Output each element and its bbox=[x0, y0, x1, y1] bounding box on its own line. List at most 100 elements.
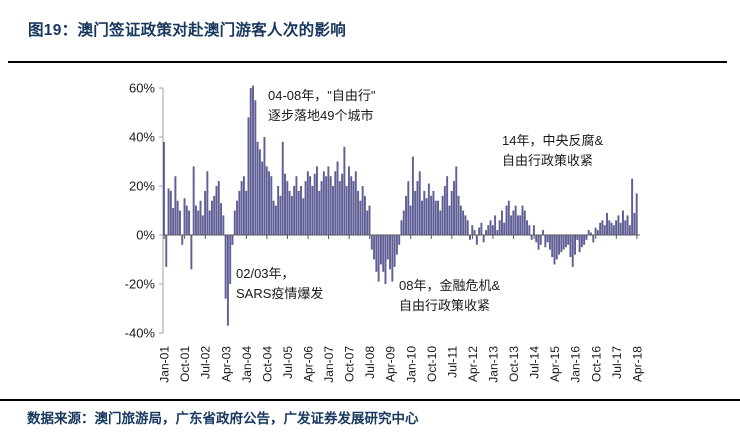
bar bbox=[185, 205, 188, 235]
annotation-crisis08: 08年，金融危机& 自由行政策收紧 bbox=[399, 276, 500, 316]
bar bbox=[293, 186, 296, 235]
bar bbox=[215, 186, 218, 235]
y-tick-label: 20% bbox=[129, 179, 155, 194]
bar bbox=[583, 235, 586, 245]
bar bbox=[357, 190, 360, 235]
bar bbox=[491, 225, 494, 235]
bar bbox=[564, 235, 567, 248]
bar bbox=[297, 190, 300, 235]
bar bbox=[352, 181, 355, 235]
bar bbox=[343, 146, 346, 235]
x-tick-label: Jul-08 bbox=[363, 346, 377, 379]
bar bbox=[336, 161, 339, 235]
bar bbox=[585, 235, 588, 240]
bar bbox=[526, 220, 529, 235]
bar bbox=[425, 198, 428, 235]
bar bbox=[560, 235, 563, 253]
bar bbox=[295, 176, 298, 235]
bar bbox=[377, 235, 380, 282]
bar bbox=[530, 235, 533, 240]
bar bbox=[263, 137, 266, 235]
bar bbox=[325, 176, 328, 235]
bar bbox=[172, 208, 175, 235]
bar bbox=[384, 235, 387, 284]
bar bbox=[316, 166, 318, 235]
x-tick-label: Jan-10 bbox=[404, 346, 418, 383]
bar bbox=[194, 205, 197, 235]
bar bbox=[233, 210, 236, 235]
bar bbox=[450, 190, 453, 235]
bar bbox=[217, 181, 220, 235]
y-tick-label: 40% bbox=[129, 130, 155, 145]
bar bbox=[409, 205, 412, 235]
bar bbox=[318, 190, 321, 235]
bar bbox=[599, 222, 602, 235]
bar bbox=[427, 183, 430, 235]
bar bbox=[610, 222, 613, 235]
bar bbox=[322, 171, 325, 235]
bar bbox=[402, 210, 405, 235]
bar bbox=[174, 176, 177, 235]
y-tick-label: -40% bbox=[125, 326, 156, 341]
x-tick-label: Jul-17 bbox=[610, 346, 624, 379]
bar bbox=[389, 235, 392, 270]
bar bbox=[496, 230, 499, 235]
x-tick-label: Apr-12 bbox=[466, 346, 480, 382]
bar bbox=[453, 181, 455, 235]
bar bbox=[544, 235, 547, 248]
bar bbox=[220, 203, 223, 235]
bar bbox=[386, 235, 389, 260]
annotation-line: 14年，中央反腐& bbox=[502, 133, 604, 148]
bar bbox=[190, 235, 193, 270]
bar bbox=[592, 235, 595, 243]
bar bbox=[393, 235, 396, 267]
bar bbox=[338, 181, 341, 235]
bar bbox=[302, 198, 305, 235]
bar bbox=[272, 200, 275, 235]
bar bbox=[368, 205, 371, 235]
bar bbox=[288, 190, 291, 235]
x-tick-label: Apr-15 bbox=[548, 346, 562, 382]
bar bbox=[181, 235, 184, 245]
bar bbox=[608, 220, 611, 235]
bar bbox=[466, 220, 469, 235]
bar bbox=[421, 200, 423, 235]
bar bbox=[546, 235, 549, 243]
bar bbox=[624, 220, 627, 235]
bar bbox=[580, 235, 583, 248]
bar bbox=[313, 173, 316, 235]
bar bbox=[494, 215, 497, 235]
bar bbox=[398, 235, 401, 245]
annotation-line: 04-08年，"自由行" bbox=[268, 88, 376, 103]
bar bbox=[279, 195, 282, 235]
bar bbox=[439, 210, 442, 235]
bar bbox=[635, 193, 638, 235]
bar bbox=[204, 190, 207, 235]
bar bbox=[320, 181, 323, 235]
bar bbox=[500, 210, 503, 235]
bar bbox=[240, 181, 243, 235]
bar bbox=[183, 198, 186, 235]
bar bbox=[286, 181, 289, 235]
x-tick-label: Oct-04 bbox=[260, 346, 274, 382]
x-tick-label: Oct-13 bbox=[507, 346, 521, 382]
bar bbox=[555, 235, 558, 260]
bar bbox=[596, 230, 599, 235]
bar bbox=[510, 215, 513, 235]
bar bbox=[331, 186, 334, 235]
bar bbox=[242, 176, 245, 235]
bar bbox=[199, 200, 202, 235]
bar bbox=[633, 212, 636, 235]
x-tick-label: Jan-13 bbox=[486, 346, 500, 383]
bar bbox=[519, 215, 522, 235]
x-tick-label: Apr-18 bbox=[630, 346, 644, 382]
bar bbox=[626, 215, 629, 235]
bar bbox=[462, 210, 465, 235]
x-tick-label: Jan-16 bbox=[569, 346, 583, 383]
bar bbox=[567, 235, 570, 245]
bar bbox=[222, 215, 225, 235]
bar bbox=[270, 176, 273, 235]
bar bbox=[169, 190, 172, 235]
bar bbox=[254, 100, 257, 235]
bar bbox=[327, 166, 330, 235]
